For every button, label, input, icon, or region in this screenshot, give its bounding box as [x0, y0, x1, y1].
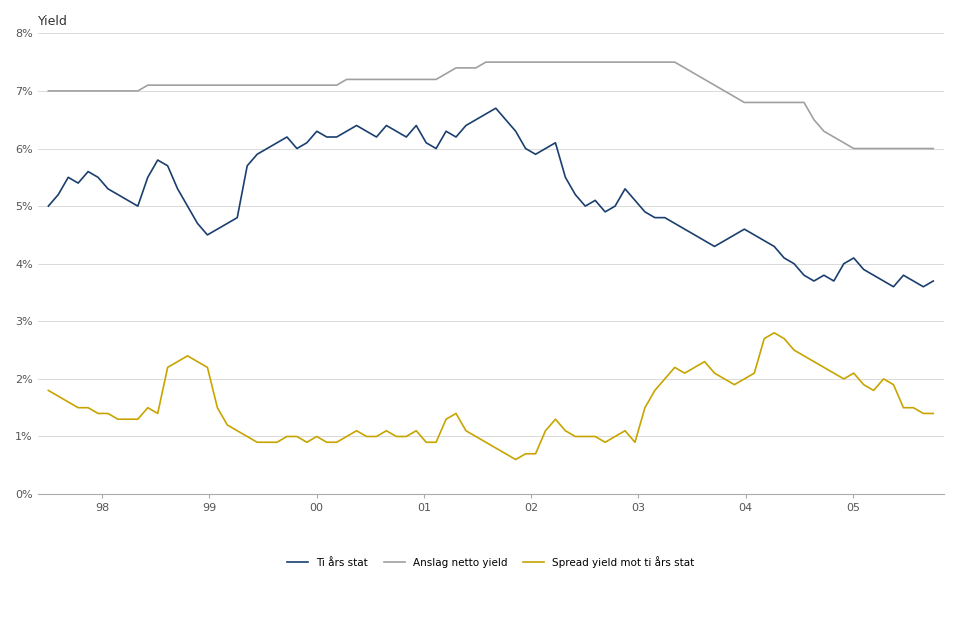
Ti års stat	[788, 260, 800, 268]
Anslag netto yield	[907, 145, 919, 152]
Spread yield mot ti års stat	[818, 364, 830, 371]
Anslag netto yield	[480, 58, 492, 66]
Anslag netto yield	[848, 145, 859, 152]
Spread yield mot ti års stat	[927, 410, 939, 417]
Ti års stat	[927, 277, 939, 284]
Line: Anslag netto yield: Anslag netto yield	[48, 62, 933, 148]
Spread yield mot ti års stat	[42, 387, 54, 394]
Anslag netto yield	[669, 58, 681, 66]
Ti års stat	[311, 127, 322, 135]
Anslag netto yield	[162, 81, 174, 89]
Spread yield mot ti års stat	[311, 433, 322, 440]
Anslag netto yield	[927, 145, 939, 152]
Anslag netto yield	[788, 99, 800, 106]
Text: Yield: Yield	[37, 15, 67, 28]
Anslag netto yield	[42, 87, 54, 94]
Line: Ti års stat: Ti års stat	[48, 108, 933, 287]
Spread yield mot ti års stat	[510, 456, 522, 463]
Ti års stat	[162, 162, 174, 170]
Spread yield mot ti års stat	[907, 404, 919, 412]
Spread yield mot ti års stat	[768, 329, 780, 337]
Ti års stat	[490, 104, 502, 112]
Ti års stat	[888, 283, 900, 291]
Legend: Ti års stat, Anslag netto yield, Spread yield mot ti års stat: Ti års stat, Anslag netto yield, Spread …	[283, 551, 698, 572]
Ti års stat	[42, 202, 54, 210]
Ti års stat	[669, 220, 681, 227]
Spread yield mot ti års stat	[798, 352, 809, 360]
Spread yield mot ti års stat	[162, 364, 174, 371]
Anslag netto yield	[311, 81, 322, 89]
Ti års stat	[808, 277, 820, 284]
Anslag netto yield	[808, 116, 820, 124]
Line: Spread yield mot ti års stat: Spread yield mot ti års stat	[48, 333, 933, 460]
Ti års stat	[907, 277, 919, 284]
Spread yield mot ti års stat	[669, 364, 681, 371]
